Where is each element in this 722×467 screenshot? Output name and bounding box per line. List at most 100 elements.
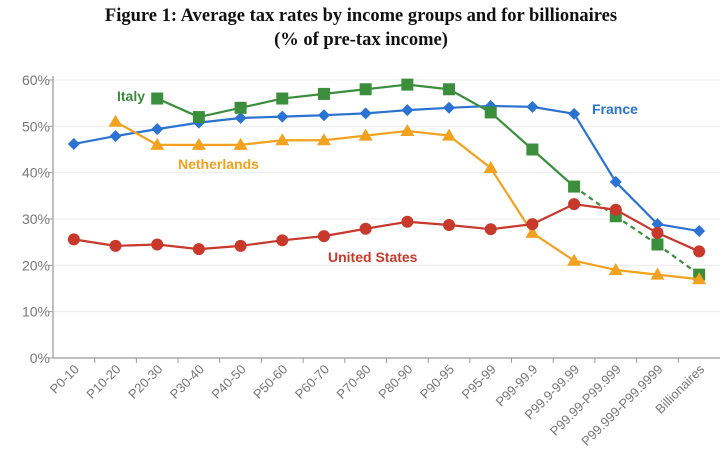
data-point-italy (276, 92, 289, 105)
series-segment-italy (407, 83, 450, 91)
series-segment-united-states (531, 203, 575, 226)
data-point-netherlands (525, 225, 540, 238)
data-point-united-states (443, 219, 456, 232)
series-segment-united-states (240, 239, 283, 247)
series-segment-netherlands (573, 259, 617, 272)
y-tick-label: 40% (22, 165, 50, 181)
series-segment-united-states (365, 220, 408, 230)
data-point-italy (526, 143, 539, 156)
series-segment-united-states (198, 244, 241, 251)
data-point-netherlands (275, 133, 290, 146)
data-point-italy (359, 83, 372, 96)
y-tick-label: 60% (22, 72, 50, 88)
data-point-netherlands (108, 114, 123, 127)
x-tick-label: P30-40 (167, 362, 207, 402)
series-segment-france (240, 115, 283, 120)
data-point-france (359, 107, 372, 120)
series-segment-netherlands (365, 129, 408, 137)
data-point-italy (151, 92, 164, 105)
data-point-netherlands (567, 253, 582, 266)
data-point-netherlands (650, 267, 665, 280)
data-point-italy (317, 87, 330, 100)
series-segment-france (532, 105, 575, 115)
series-segment-italy (323, 88, 366, 95)
data-point-netherlands (233, 137, 248, 150)
x-tick-label: P50-60 (250, 362, 290, 402)
series-segment-italy (198, 106, 241, 119)
series-segment-netherlands (448, 134, 492, 169)
series-segment-france (407, 106, 450, 112)
x-tick-label: P70-80 (334, 362, 374, 402)
data-point-france (651, 218, 664, 231)
x-tick-label: P80-90 (375, 362, 415, 402)
data-point-united-states (526, 218, 539, 231)
data-point-italy (484, 106, 497, 119)
series-segment-united-states (157, 243, 200, 251)
series-label-france: France (592, 101, 638, 117)
data-point-italy (651, 238, 664, 251)
data-point-united-states (568, 198, 581, 211)
data-point-netherlands (692, 272, 707, 285)
data-point-united-states (276, 234, 289, 247)
series-segment-netherlands (531, 231, 575, 262)
series-label-italy: Italy (117, 88, 145, 104)
data-point-italy (192, 111, 205, 124)
series-segment-italy (489, 111, 534, 151)
data-point-netherlands (483, 161, 498, 174)
series-segment-united-states (573, 203, 616, 211)
data-point-france (234, 111, 247, 124)
series-segment-france (73, 134, 116, 146)
series-segment-italy (240, 97, 283, 109)
series-segment-netherlands (114, 120, 158, 146)
data-point-italy (568, 180, 581, 193)
data-point-united-states (359, 222, 372, 235)
data-point-united-states (693, 245, 706, 258)
data-point-united-states (317, 230, 330, 243)
data-point-netherlands (358, 128, 373, 141)
series-segment-netherlands (615, 268, 658, 276)
series-segment-france (323, 112, 366, 117)
series-segment-france (490, 104, 533, 108)
series-segment-france (448, 104, 491, 109)
series-segment-netherlands (489, 167, 534, 234)
data-point-united-states (109, 239, 122, 252)
data-point-united-states (151, 238, 164, 251)
data-point-france (317, 109, 330, 122)
data-point-france (526, 100, 539, 113)
series-segment-italy (448, 88, 492, 114)
series-segment-italy (365, 83, 408, 91)
series-segment-italy (282, 92, 325, 100)
x-tick-label: P90-95 (417, 362, 457, 402)
data-point-france (609, 175, 622, 188)
data-point-united-states (651, 226, 664, 239)
data-point-united-states (609, 203, 622, 216)
data-point-france (67, 137, 80, 150)
x-tick-label: P0-10 (47, 362, 82, 397)
data-point-united-states (401, 215, 414, 228)
series-segment-france (657, 223, 700, 233)
series-segment-netherlands (240, 139, 283, 146)
data-point-united-states (484, 223, 497, 236)
series-segment-netherlands (323, 134, 366, 142)
y-tick-label: 30% (22, 211, 50, 227)
data-point-netherlands (400, 123, 415, 136)
series-segment-italy (531, 148, 575, 188)
series-segment-united-states (448, 223, 491, 231)
data-point-netherlands (608, 262, 623, 275)
x-tick-label: P99.99-P99.999 (547, 362, 624, 439)
series-segment-united-states (73, 238, 116, 247)
x-tick-label: P20-30 (125, 362, 165, 402)
series-segment-united-states (323, 227, 366, 238)
data-point-france (151, 123, 164, 136)
series-segment-italy (156, 97, 200, 119)
x-tick-label: P40-50 (208, 362, 248, 402)
data-point-france (276, 110, 289, 123)
data-point-italy (401, 78, 414, 91)
series-segment-united-states (282, 235, 325, 242)
data-point-united-states (192, 243, 205, 256)
chart-title: Figure 1: Average tax rates by income gr… (104, 6, 618, 26)
series-segment-united-states (615, 208, 659, 234)
data-point-netherlands (316, 133, 331, 146)
series-segment-france (282, 114, 325, 118)
series-segment-france (573, 113, 617, 183)
